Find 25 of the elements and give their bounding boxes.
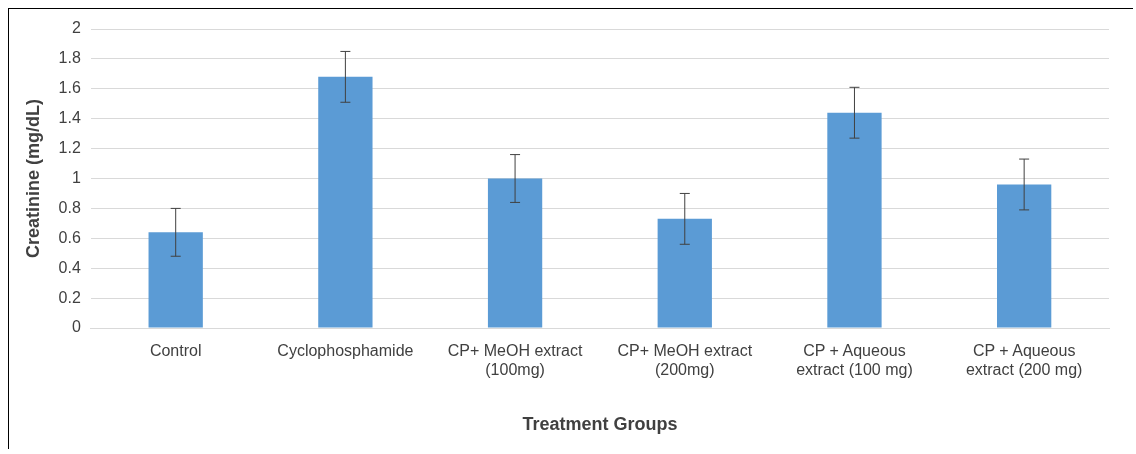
x-axis-title: Treatment Groups [522,414,678,435]
x-tick-label: CP + Aqueous extract (200 mg) [965,342,1083,379]
x-tick-label: Cyclophosphamide [277,342,414,360]
x-tick-label: CP+ MeOH extract (100mg) [447,342,583,379]
bar [148,232,203,328]
x-tick-label: CP + Aqueous extract (100 mg) [796,342,913,379]
y-tick-label: 0.2 [58,288,81,306]
bar [487,178,543,328]
y-tick-label: 1.2 [58,139,81,157]
bar [318,76,373,328]
y-tick-label: 0.8 [58,198,81,216]
y-tick-label: 1.6 [58,79,81,97]
y-tick-label: 0 [71,318,81,336]
y-tick-label: 1 [71,168,81,186]
bar [827,112,882,328]
y-tick-label: 1.4 [58,109,81,127]
y-tick-label: 2 [71,19,81,37]
bar [657,218,712,328]
x-tick-label: CP+ MeOH extract (200mg) [617,342,753,379]
x-tick-label: Control [149,342,202,360]
y-tick-label: 0.6 [58,228,81,246]
y-tick-label: 1.8 [58,49,81,67]
y-axis-title: Creatinine (mg/dL) [22,98,43,259]
bar [997,184,1052,328]
y-tick-label: 0.4 [58,258,81,276]
